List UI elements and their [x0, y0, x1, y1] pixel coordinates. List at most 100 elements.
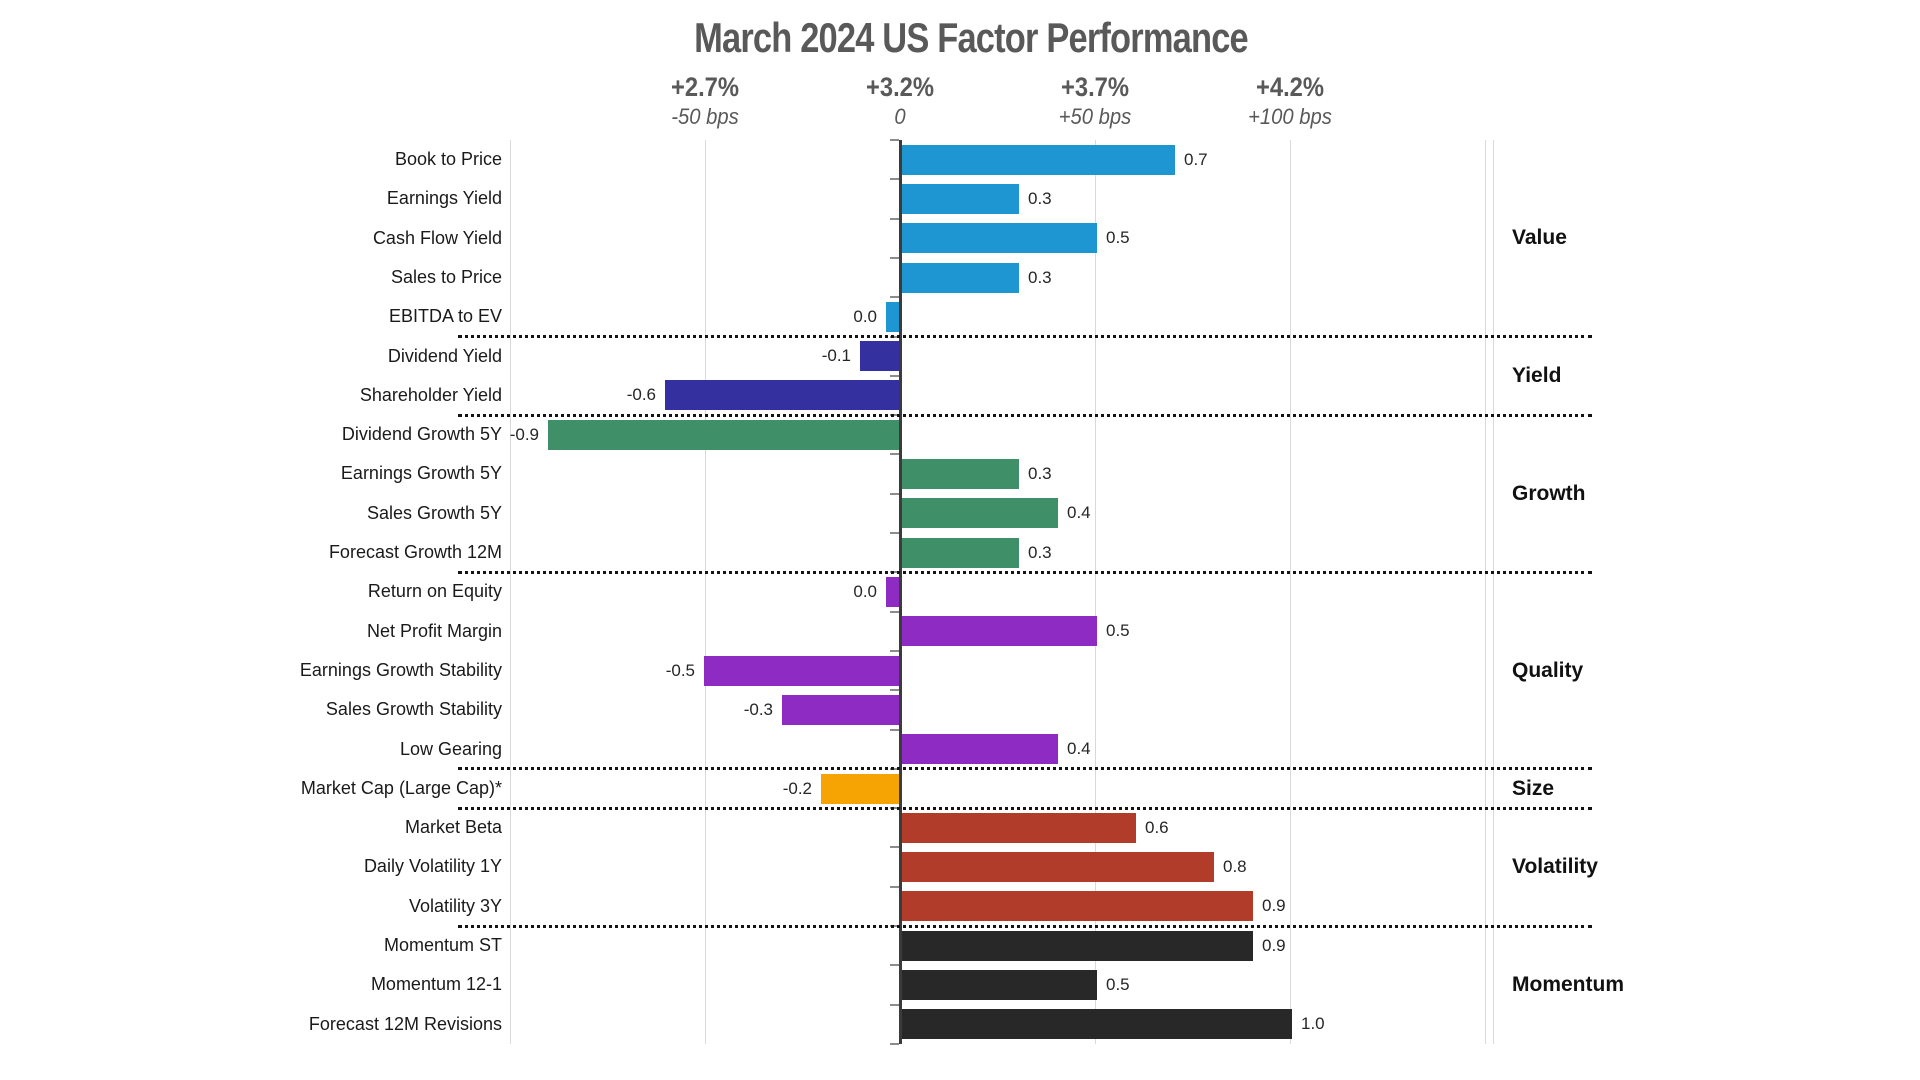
vertical-gridline — [1095, 140, 1096, 1044]
factor-bar — [902, 537, 1019, 568]
factor-bar — [902, 812, 1136, 843]
axis-tick — [890, 217, 899, 220]
bar-value-label: 0.3 — [1028, 267, 1052, 287]
group-separator — [458, 767, 1592, 771]
bar-value-label: 0.3 — [1028, 542, 1052, 562]
factor-label: Sales to Price — [390, 266, 502, 287]
axis-pct-label: +3.2% — [865, 72, 935, 102]
group-label: Yield — [1512, 363, 1562, 387]
group-separator — [458, 335, 1592, 339]
group-separator — [458, 924, 1592, 928]
axis-tick — [890, 256, 899, 259]
factor-label: Volatility 3Y — [408, 895, 502, 916]
axis-bps-label: +100 bps — [1248, 104, 1332, 129]
factor-bar — [886, 301, 899, 332]
axis-bps-label: +50 bps — [1058, 104, 1132, 129]
factor-bar — [902, 144, 1175, 175]
factor-label: Market Cap (Large Cap)* — [300, 777, 502, 798]
factor-label: Sales Growth Stability — [325, 699, 502, 720]
bar-value-label: 0.4 — [1067, 739, 1091, 759]
bar-value-label: 0.0 — [853, 306, 877, 326]
bar-value-label: 0.9 — [1262, 896, 1286, 916]
vertical-gridline — [705, 140, 706, 1044]
axis-bps-label: 0 — [894, 104, 906, 129]
factor-bar — [902, 223, 1097, 254]
axis-tick — [890, 649, 899, 652]
group-separator — [458, 806, 1592, 810]
factor-bar — [902, 498, 1058, 529]
factor-label: Market Beta — [404, 817, 502, 838]
factor-label: Low Gearing — [399, 738, 502, 759]
axis-tick — [890, 492, 899, 495]
bar-value-label: 0.6 — [1145, 817, 1169, 837]
axis-tick — [890, 610, 899, 613]
axis-tick — [890, 689, 899, 692]
axis-tick — [890, 139, 899, 141]
factor-bar — [902, 183, 1019, 214]
factor-label: Book to Price — [394, 149, 502, 169]
factor-bar — [902, 970, 1097, 1001]
factor-label: Dividend Yield — [387, 345, 502, 366]
bar-value-label: 0.4 — [1067, 503, 1091, 523]
factor-label: Shareholder Yield — [359, 384, 502, 405]
factor-label: Forecast 12M Revisions — [308, 1013, 502, 1034]
right-column-gridline — [1493, 140, 1494, 1044]
bar-value-label: 0.3 — [1028, 188, 1052, 208]
bar-value-label: -0.3 — [743, 699, 773, 719]
factor-label: Forecast Growth 12M — [328, 542, 502, 563]
factor-bar — [902, 734, 1058, 765]
factor-label: Earnings Yield — [386, 188, 502, 209]
bar-value-label: 0.5 — [1106, 228, 1130, 248]
factor-label: Net Profit Margin — [366, 620, 502, 641]
factor-bar — [902, 459, 1019, 490]
group-label: Size — [1512, 776, 1555, 800]
bar-value-label: 1.0 — [1301, 1014, 1325, 1034]
bar-value-label: 0.5 — [1106, 621, 1130, 641]
factor-bar — [782, 694, 899, 725]
axis-tick — [890, 1043, 899, 1045]
factor-bar — [902, 616, 1097, 647]
factor-bar — [821, 773, 899, 804]
axis-tick — [890, 532, 899, 535]
group-label: Volatility — [1512, 855, 1598, 879]
axis-tick — [890, 453, 899, 456]
bar-value-label: 0.5 — [1106, 975, 1130, 995]
factor-bar — [902, 930, 1253, 961]
vertical-gridline — [510, 140, 511, 1044]
group-label: Momentum — [1512, 973, 1624, 997]
factor-label: Momentum 12-1 — [370, 974, 502, 995]
factor-label: Return on Equity — [367, 581, 502, 602]
axis-tick — [890, 728, 899, 731]
factor-label: Earnings Growth 5Y — [340, 463, 502, 484]
group-label: Quality — [1512, 658, 1584, 682]
factor-bar — [902, 262, 1019, 293]
axis-tick — [890, 296, 899, 299]
axis-tick — [890, 1003, 899, 1006]
factor-label: Momentum ST — [383, 935, 502, 956]
factor-bar — [902, 1009, 1292, 1040]
axis-tick — [890, 374, 899, 377]
bar-value-label: -0.1 — [821, 346, 851, 366]
factor-label: EBITDA to EV — [388, 306, 502, 327]
factor-bar — [886, 577, 899, 607]
bar-value-label: 0.8 — [1223, 857, 1247, 877]
axis-bps-label: -50 bps — [671, 104, 739, 129]
group-label: Value — [1512, 226, 1567, 250]
factor-label: Cash Flow Yield — [372, 227, 502, 248]
group-separator — [458, 570, 1592, 574]
vertical-gridline — [1485, 140, 1486, 1044]
bar-value-label: 0.9 — [1262, 935, 1286, 955]
chart-title: March 2024 US Factor Performance — [694, 14, 1249, 61]
factor-bar — [704, 655, 899, 686]
bar-value-label: 0.0 — [853, 582, 877, 601]
bar-value-label: 0.3 — [1028, 464, 1052, 484]
axis-tick — [890, 178, 899, 181]
axis-pct-label: +4.2% — [1255, 72, 1325, 102]
factor-label: Daily Volatility 1Y — [363, 856, 502, 877]
group-separator — [458, 413, 1592, 417]
factor-bar — [548, 419, 899, 450]
bar-value-label: -0.2 — [782, 778, 812, 798]
vertical-gridline — [1290, 140, 1291, 1044]
bar-value-label: -0.9 — [509, 424, 539, 444]
